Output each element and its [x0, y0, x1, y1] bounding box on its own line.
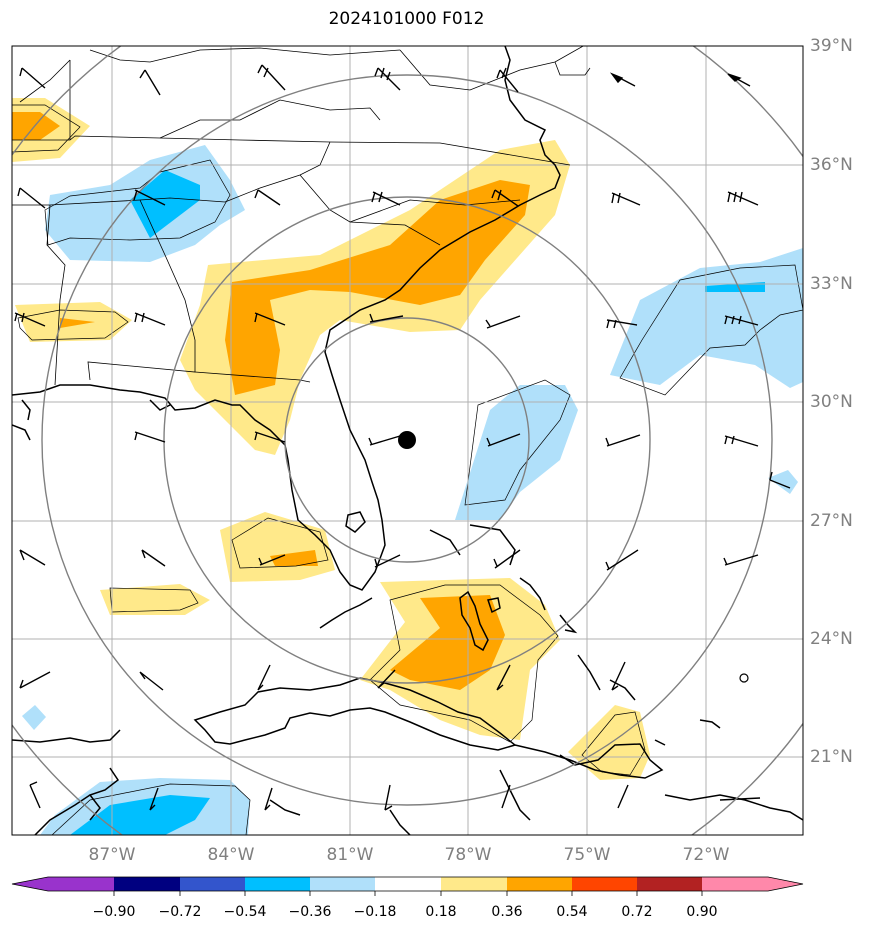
colorbar-tick-label: 0.54 — [556, 904, 588, 920]
small-island — [739, 673, 749, 683]
colorbar-cell — [507, 877, 572, 891]
colorbar-cell — [572, 877, 637, 891]
colorbar-cell — [375, 877, 441, 891]
lat-label: 36°N — [810, 155, 853, 175]
filled-circle-icon — [398, 431, 416, 449]
positive-anomaly-fill — [12, 98, 650, 780]
lon-label: 81°W — [326, 845, 374, 865]
lat-label: 39°N — [810, 36, 853, 56]
colorbar-cell — [114, 877, 180, 891]
lon-label: 72°W — [682, 845, 730, 865]
colorbar-cell — [637, 877, 702, 891]
lat-label: 21°N — [810, 747, 853, 767]
lat-label: 30°N — [810, 392, 853, 412]
colorbar-tick-label: 0.72 — [621, 904, 653, 920]
colorbar-cell — [441, 877, 507, 891]
lat-label: 27°N — [810, 511, 853, 531]
colorbar-cell — [310, 877, 375, 891]
coastlines — [12, 46, 803, 835]
colorbar-extend-high — [768, 877, 803, 891]
colorbar-tick-label: 0.90 — [686, 904, 718, 920]
colorbar-cell — [180, 877, 245, 891]
colorbar-tick-label: 0.36 — [491, 904, 523, 920]
wind-barbs — [14, 64, 791, 811]
colorbar-extend-low — [12, 877, 48, 891]
lat-label: 33°N — [810, 274, 853, 294]
lon-label: 75°W — [563, 845, 611, 865]
colorbar-tick-label: −0.54 — [223, 904, 267, 920]
map-title: 2024101000 F012 — [328, 9, 485, 29]
colorbar — [11, 876, 804, 896]
lon-label: 84°W — [207, 845, 255, 865]
colorbar-cell — [702, 877, 768, 891]
colorbar-tick-label: −0.18 — [353, 904, 397, 920]
colorbar-cell — [245, 877, 310, 891]
lon-label: 78°W — [444, 845, 492, 865]
colorbar-cell — [48, 877, 114, 891]
lon-label: 87°W — [88, 845, 136, 865]
map-frame — [11, 45, 804, 836]
colorbar-tick-label: −0.90 — [92, 904, 136, 920]
colorbar-tick-label: −0.72 — [158, 904, 202, 920]
lat-label: 24°N — [810, 629, 853, 649]
colorbar-tick-label: −0.36 — [288, 904, 332, 920]
lat-lon-grid — [12, 46, 803, 835]
colorbar-tick-label: 0.18 — [425, 904, 457, 920]
